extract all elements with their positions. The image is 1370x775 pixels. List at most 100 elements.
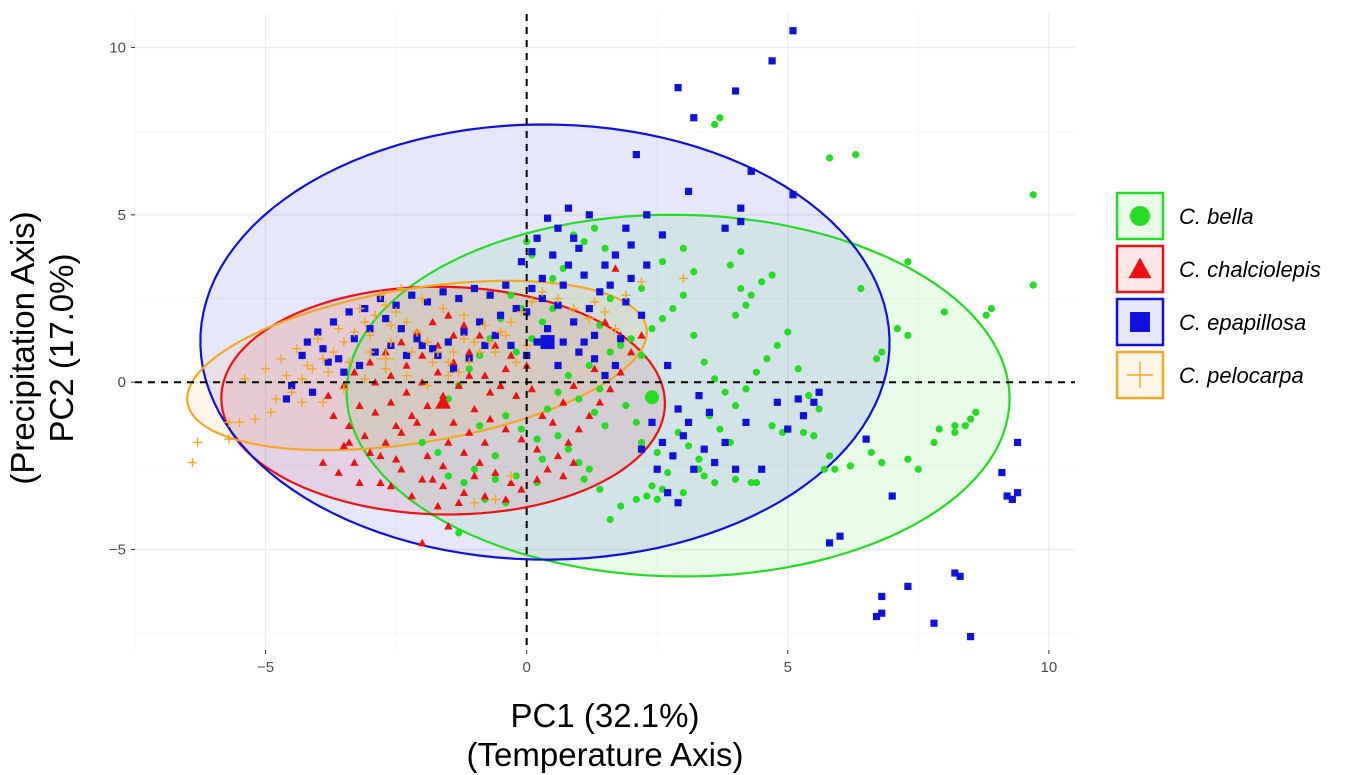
point-cpelocarpa bbox=[636, 277, 647, 287]
point-cbella bbox=[857, 284, 865, 293]
point-cbella bbox=[658, 258, 667, 266]
point-cepapillosa bbox=[491, 331, 499, 339]
point-cepapillosa bbox=[502, 281, 510, 289]
point-cbella bbox=[773, 341, 781, 349]
point-cepapillosa bbox=[570, 234, 578, 242]
point-cepapillosa bbox=[611, 361, 620, 370]
point-cchalciolepis bbox=[564, 438, 573, 446]
point-cepapillosa bbox=[371, 348, 379, 356]
point-cbella bbox=[418, 438, 426, 447]
point-cbella bbox=[606, 348, 614, 356]
point-cchalciolepis bbox=[438, 481, 448, 490]
point-cepapillosa bbox=[721, 224, 729, 232]
point-cepapillosa bbox=[700, 445, 708, 453]
point-cchalciolepis bbox=[553, 451, 563, 460]
point-cbella bbox=[716, 425, 724, 433]
point-cbella bbox=[914, 465, 922, 473]
point-cbella bbox=[470, 465, 479, 473]
point-cepapillosa bbox=[664, 489, 672, 497]
point-cepapillosa bbox=[731, 465, 740, 473]
point-cpelocarpa bbox=[187, 457, 198, 468]
point-cpelocarpa bbox=[438, 303, 448, 314]
point-cepapillosa bbox=[632, 150, 640, 159]
point-cbella bbox=[564, 371, 573, 380]
point-cchalciolepis bbox=[407, 411, 416, 419]
point-cbella bbox=[590, 408, 599, 416]
point-cchalciolepis bbox=[548, 418, 557, 426]
point-cepapillosa bbox=[637, 311, 646, 319]
point-cchalciolepis bbox=[428, 317, 437, 326]
point-cepapillosa bbox=[825, 539, 834, 547]
point-cbella bbox=[893, 325, 902, 333]
point-cpelocarpa bbox=[370, 310, 380, 320]
point-cepapillosa bbox=[319, 345, 327, 353]
point-cpelocarpa bbox=[568, 303, 579, 314]
point-cchalciolepis bbox=[532, 475, 542, 483]
point-cchalciolepis bbox=[418, 475, 427, 483]
point-cchalciolepis bbox=[454, 381, 463, 389]
ellipse-cepapillosa bbox=[199, 123, 891, 561]
point-cchalciolepis bbox=[428, 428, 437, 436]
point-cchalciolepis bbox=[496, 381, 505, 389]
point-cchalciolepis bbox=[538, 411, 547, 419]
point-cpelocarpa bbox=[365, 347, 375, 357]
point-cchalciolepis bbox=[350, 368, 359, 376]
legend-symbol-cbella bbox=[1130, 206, 1150, 226]
point-cchalciolepis bbox=[418, 538, 427, 547]
y-axis-title-line-2: PC2 (17.0%) bbox=[43, 254, 80, 443]
point-cpelocarpa bbox=[443, 357, 454, 367]
point-cbella bbox=[700, 358, 708, 366]
point-cepapillosa bbox=[314, 328, 322, 336]
point-cpelocarpa bbox=[365, 330, 375, 341]
point-cbella bbox=[658, 315, 667, 323]
legend-label-cepapillosa: C. epapillosa bbox=[1179, 310, 1306, 335]
point-cchalciolepis bbox=[637, 331, 646, 339]
point-cpelocarpa bbox=[485, 337, 495, 347]
point-cbella bbox=[455, 529, 463, 537]
point-cpelocarpa bbox=[271, 394, 281, 404]
point-cepapillosa bbox=[517, 258, 526, 266]
point-cpelocarpa bbox=[344, 357, 354, 367]
point-cchalciolepis bbox=[532, 445, 542, 453]
point-cbella bbox=[549, 274, 557, 283]
point-cchalciolepis bbox=[397, 337, 406, 346]
point-cpelocarpa bbox=[610, 323, 621, 334]
point-cbella bbox=[580, 475, 588, 483]
point-cbella bbox=[512, 472, 520, 480]
point-cpelocarpa bbox=[422, 337, 433, 347]
point-cchalciolepis bbox=[433, 368, 443, 376]
point-cchalciolepis bbox=[501, 364, 510, 373]
point-cchalciolepis bbox=[465, 347, 474, 356]
point-cepapillosa bbox=[439, 288, 447, 296]
point-cbella bbox=[878, 458, 886, 467]
point-cpelocarpa bbox=[313, 334, 323, 344]
point-cepapillosa bbox=[564, 204, 573, 212]
point-cbella bbox=[601, 422, 609, 430]
point-cepapillosa bbox=[288, 381, 296, 390]
point-cbella bbox=[961, 422, 969, 430]
point-cbella bbox=[752, 368, 761, 376]
point-cbella bbox=[846, 462, 855, 470]
point-cpelocarpa bbox=[501, 330, 511, 341]
point-cepapillosa bbox=[888, 492, 896, 500]
point-cepapillosa bbox=[460, 328, 468, 336]
point-cbella bbox=[606, 294, 614, 303]
point-cepapillosa bbox=[998, 468, 1006, 477]
point-cbella bbox=[711, 120, 719, 129]
point-cchalciolepis bbox=[324, 391, 333, 399]
point-cchalciolepis bbox=[611, 264, 620, 272]
point-cbella bbox=[637, 284, 646, 293]
point-cchalciolepis bbox=[506, 351, 516, 359]
point-cepapillosa bbox=[361, 304, 369, 313]
point-cepapillosa bbox=[810, 398, 818, 406]
point-cbella bbox=[637, 438, 646, 447]
point-cepapillosa bbox=[601, 371, 609, 380]
point-cbella bbox=[867, 448, 875, 457]
point-cbella bbox=[664, 468, 672, 477]
point-cbella bbox=[517, 425, 526, 433]
point-cchalciolepis bbox=[449, 357, 458, 366]
point-cchalciolepis bbox=[600, 317, 610, 326]
point-cchalciolepis bbox=[386, 398, 396, 406]
point-cpelocarpa bbox=[349, 327, 360, 337]
point-cchalciolepis bbox=[501, 424, 510, 433]
